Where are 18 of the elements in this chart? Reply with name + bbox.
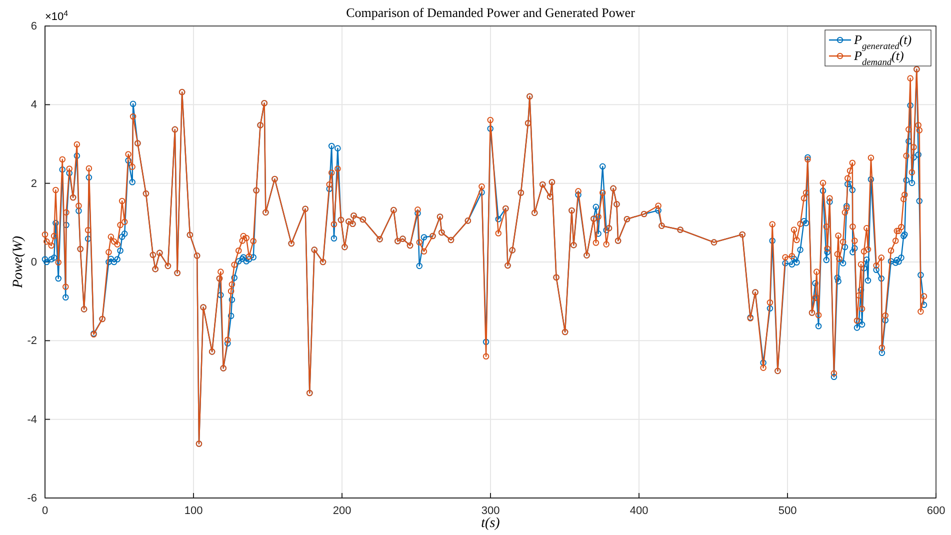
- x-tick-label: 300: [481, 504, 500, 517]
- y-axis-title: Powe(W): [11, 236, 26, 290]
- x-tick-label: 200: [332, 504, 352, 517]
- chart-title: Comparison of Demanded Power and Generated Power: [346, 5, 636, 20]
- x-tick-label: 0: [42, 504, 48, 517]
- x-axis-title: t(s): [481, 516, 500, 531]
- y-tick-label: -2: [27, 335, 37, 348]
- y-tick-label: 6: [30, 20, 37, 33]
- y-tick-label: -4: [27, 414, 37, 426]
- y-tick-label: 2: [30, 178, 37, 190]
- x-tick-label: 100: [184, 504, 203, 517]
- y-tick-label: 4: [30, 99, 37, 112]
- text: ×10$^{4}$: [45, 8, 69, 23]
- y-tick-label: 0: [30, 256, 37, 269]
- x-tick-label: 500: [778, 504, 797, 517]
- x-tick-label: 600: [926, 504, 946, 517]
- x-tick-label: 400: [630, 504, 648, 517]
- y-tick-label: -6: [27, 492, 37, 505]
